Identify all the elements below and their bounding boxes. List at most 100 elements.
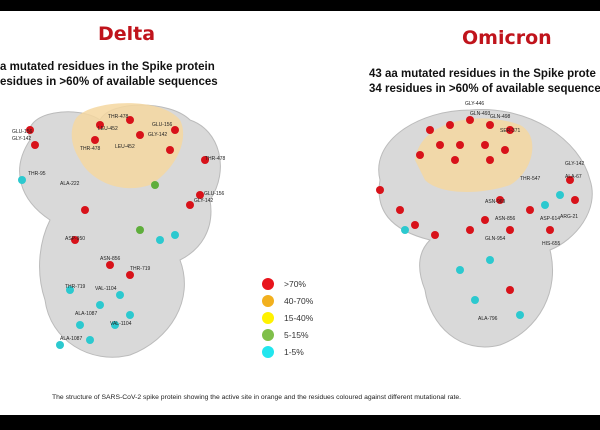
residue-label: ALA-222: [60, 181, 80, 187]
residue-label: GLY-142: [565, 161, 584, 167]
residue-sphere: [26, 126, 34, 134]
residue-sphere: [556, 191, 564, 199]
residue-sphere: [506, 126, 514, 134]
residue-sphere: [401, 226, 409, 234]
residue-sphere: [66, 286, 74, 294]
residue-sphere: [96, 301, 104, 309]
residue-sphere: [451, 156, 459, 164]
residue-label: SER-371: [500, 128, 521, 134]
residue-label: THR-719: [65, 284, 86, 290]
residue-sphere: [86, 336, 94, 344]
residue-sphere: [126, 116, 134, 124]
residue-sphere: [431, 231, 439, 239]
residue-label: ALA-796: [478, 316, 498, 322]
mutation-rate-legend: >70% 40-70% 15-40% 5-15% 1-5%: [262, 275, 313, 360]
legend-item: 15-40%: [262, 309, 313, 326]
legend-item: 1-5%: [262, 343, 313, 360]
residue-sphere: [486, 256, 494, 264]
residue-label: GLU-156: [152, 122, 173, 128]
legend-item: >70%: [262, 275, 313, 292]
legend-swatch: [262, 328, 274, 341]
residue-sphere: [81, 206, 89, 214]
residue-sphere: [171, 231, 179, 239]
omicron-spike-structure: GLY-446 GLN-493 GLN-498 SER-371 THR-547 ASN-9…: [376, 101, 593, 348]
residue-sphere: [546, 226, 554, 234]
residue-label: ASP-614: [540, 216, 560, 222]
residue-label: LEU-452: [98, 126, 118, 132]
residue-sphere: [18, 176, 26, 184]
residue-sphere: [466, 116, 474, 124]
residue-label: LEU-452: [115, 144, 135, 150]
residue-label: ASP-950: [65, 236, 85, 242]
residue-sphere: [166, 146, 174, 154]
delta-subtitle-line2: esidues in >60% of available sequences: [0, 76, 218, 88]
residue-label: THR-478: [205, 156, 226, 162]
legend-label: 5-15%: [284, 329, 309, 340]
residue-sphere: [71, 236, 79, 244]
residue-label: THR-95: [28, 171, 46, 177]
residue-label: GLU-156: [204, 191, 225, 197]
residue-sphere: [436, 141, 444, 149]
legend-item: 40-70%: [262, 292, 313, 309]
residue-label: THR-719: [130, 266, 151, 272]
residue-label: ARG-21: [560, 214, 578, 220]
residue-sphere: [486, 121, 494, 129]
residue-label: GLN-954: [485, 236, 506, 242]
residue-sphere: [516, 311, 524, 319]
omicron-subtitle-line2: 34 residues in >60% of available sequenc…: [369, 83, 600, 95]
legend-swatch: [262, 277, 274, 290]
residue-sphere: [136, 131, 144, 139]
residue-sphere: [156, 236, 164, 244]
residue-sphere: [136, 226, 144, 234]
omicron-title: Omicron: [462, 27, 552, 49]
residue-sphere: [541, 201, 549, 209]
delta-title: Delta: [98, 23, 156, 45]
legend-item: 5-15%: [262, 326, 313, 343]
residue-sphere: [571, 196, 579, 204]
delta-subtitle: a mutated residues in the Spike protein …: [0, 60, 218, 90]
legend-swatch: [262, 294, 274, 307]
residue-sphere: [96, 121, 104, 129]
residue-sphere: [456, 266, 464, 274]
residue-sphere: [186, 201, 194, 209]
residue-sphere: [466, 226, 474, 234]
residue-label: THR-478: [80, 146, 101, 152]
legend-swatch: [262, 345, 274, 358]
legend-label: 40-70%: [284, 295, 314, 306]
residue-sphere: [116, 291, 124, 299]
residue-sphere: [76, 321, 84, 329]
residue-label: GLN-498: [490, 114, 511, 120]
legend-swatch: [262, 311, 274, 324]
residue-label: ALA-67: [565, 174, 582, 180]
residue-sphere: [496, 196, 504, 204]
omicron-subtitle: 43 aa mutated residues in the Spike prot…: [369, 67, 600, 97]
residue-label: VAL-1104: [110, 321, 132, 327]
residue-label: GLY-446: [465, 101, 484, 107]
residue-label: ALA-1087: [60, 336, 82, 342]
residue-sphere: [526, 206, 534, 214]
residue-sphere: [506, 286, 514, 294]
residue-sphere: [126, 271, 134, 279]
residue-sphere: [416, 151, 424, 159]
residue-sphere: [566, 176, 574, 184]
legend-label: 15-40%: [284, 312, 314, 323]
residue-label: GLN-493: [470, 111, 491, 117]
residue-sphere: [426, 126, 434, 134]
residue-sphere: [506, 226, 514, 234]
residue-sphere: [481, 141, 489, 149]
residue-sphere: [376, 186, 384, 194]
legend-label: 1-5%: [284, 346, 304, 357]
omicron-subtitle-line1: 43 aa mutated residues in the Spike prot…: [369, 68, 596, 80]
residue-sphere: [411, 221, 419, 229]
residue-sphere: [456, 141, 464, 149]
legend-label: >70%: [284, 278, 306, 289]
residue-sphere: [91, 136, 99, 144]
residue-label: THR-547: [520, 176, 541, 182]
residue-label: ALA-1087: [75, 311, 97, 317]
residue-sphere: [111, 321, 119, 329]
residue-label: GLY-142: [12, 136, 31, 142]
residue-sphere: [31, 141, 39, 149]
delta-subtitle-line1: a mutated residues in the Spike protein: [0, 61, 215, 73]
residue-sphere: [126, 311, 134, 319]
residue-sphere: [501, 146, 509, 154]
